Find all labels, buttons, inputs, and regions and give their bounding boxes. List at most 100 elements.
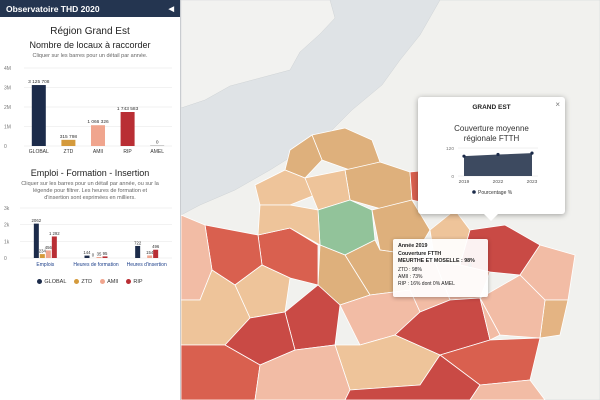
y-tick-label: 3k bbox=[4, 206, 10, 212]
bar-amii[interactable] bbox=[147, 254, 153, 258]
y-tick-label: 1M bbox=[4, 124, 11, 130]
legend-dot-icon bbox=[74, 278, 80, 284]
tooltip-detail-3: RIP : 16% dont 0% AMEL bbox=[398, 280, 455, 287]
tooltip-year: Année 2019 bbox=[398, 243, 428, 249]
legend-item-amii[interactable]: AMII bbox=[100, 279, 118, 285]
emploi-hint-line-2: légende pour filtrer. Les heures de form… bbox=[32, 187, 148, 194]
legend-item-rip[interactable]: RIP bbox=[126, 278, 143, 285]
tooltip-line-2: MEURTHE ET MOSELLE : 98% bbox=[398, 258, 475, 265]
bar-value-label: 0 bbox=[156, 139, 159, 145]
legend-dot-icon bbox=[126, 278, 132, 284]
bar-rip[interactable] bbox=[153, 249, 159, 258]
bar-value-label: 0 bbox=[92, 252, 95, 257]
bar-rip[interactable] bbox=[51, 235, 57, 258]
y-tick-label: 1k bbox=[4, 239, 10, 245]
bar-amii[interactable] bbox=[91, 125, 105, 146]
y-tick-label: 0 bbox=[4, 144, 7, 150]
emploi-hint-line-1: Cliquer sur les barres pour un détail pa… bbox=[21, 180, 159, 187]
bar-amii[interactable] bbox=[96, 256, 102, 258]
coverage-legend-label: Pourcentage % bbox=[478, 190, 513, 196]
bar-value-label: 35 bbox=[97, 251, 102, 256]
bar-value-label: 154 bbox=[146, 249, 154, 254]
emploi-hint-line-3: d'insertion sont exprimées en milliers. bbox=[44, 194, 136, 201]
x-category-label: Heures de formation bbox=[73, 262, 119, 268]
region-popup: × GRAND EST Couverture moyenne régionale… bbox=[418, 97, 565, 221]
legend-item-ztd[interactable]: ZTD bbox=[74, 279, 92, 285]
bar-value-label: 1 292 bbox=[49, 230, 60, 235]
bar-global[interactable] bbox=[31, 84, 46, 146]
triangle-left-icon[interactable]: ◀ bbox=[168, 5, 174, 13]
bar-global[interactable] bbox=[135, 245, 141, 258]
y-tick-label: 120 bbox=[446, 146, 454, 152]
department-tooltip: Année 2019 Couverture FTTH MEURTHE ET MO… bbox=[393, 239, 488, 297]
map-land-england bbox=[180, 0, 336, 109]
region-popup-subtitle: Couverture moyenne régionale FTTH bbox=[418, 124, 565, 144]
app-title: Observatoire THD 2020 bbox=[6, 3, 100, 14]
bar-ztd[interactable] bbox=[61, 139, 76, 146]
dept-haute-saone[interactable] bbox=[479, 297, 501, 341]
bar-value-label: 144 bbox=[83, 250, 91, 255]
tooltip-detail-1: ZTD : 98% bbox=[398, 267, 422, 274]
y-tick-label: 2M bbox=[4, 105, 11, 111]
x-category-label: GLOBAL bbox=[29, 149, 49, 155]
region-title: Région Grand Est bbox=[50, 26, 130, 37]
x-tick-label: 2019 bbox=[459, 179, 470, 185]
x-category-label: Emplois bbox=[36, 262, 54, 268]
bar-value-label: 496 bbox=[152, 244, 160, 249]
bar-rip[interactable] bbox=[120, 111, 135, 146]
map-departments[interactable] bbox=[180, 127, 576, 400]
legend-label: GLOBAL bbox=[44, 278, 67, 285]
bar-amel[interactable] bbox=[150, 145, 165, 146]
bar-value-label: 456 bbox=[45, 244, 53, 249]
legend-label: AMII bbox=[107, 278, 119, 285]
tooltip-line-1: Couverture FTTH bbox=[398, 251, 442, 258]
region-popup-subtitle-line-2: régionale FTTH bbox=[463, 134, 520, 143]
x-category-label: AMII bbox=[93, 149, 103, 155]
bar-value-label: 234 bbox=[39, 248, 47, 253]
locaux-title: Nombre de locaux à raccorder bbox=[29, 40, 151, 50]
coverage-point bbox=[530, 151, 534, 155]
bar-value-label: 315 798 bbox=[60, 134, 78, 140]
bar-value-label: 3 125 708 bbox=[28, 79, 50, 85]
x-category-label: ZTD bbox=[64, 149, 74, 155]
bar-ztd[interactable] bbox=[39, 253, 45, 258]
close-icon[interactable]: × bbox=[555, 100, 560, 109]
dept-pas-de-calais[interactable] bbox=[284, 134, 323, 179]
legend-label: RIP bbox=[133, 278, 143, 285]
y-tick-label: 0 bbox=[4, 256, 7, 262]
emploi-legend: GLOBAL ZTD AMII RIP bbox=[0, 279, 180, 285]
x-category-label: Heures d'insertion bbox=[127, 262, 167, 268]
coverage-area bbox=[464, 153, 532, 176]
region-popup-subtitle-line-1: Couverture moyenne bbox=[454, 124, 529, 133]
locaux-bar-chart[interactable]: 4M 3M 2M 1M 0 3 125 708 GLOBAL 315 798 ZTD 1 066 … bbox=[0, 60, 181, 164]
coverage-area-chart[interactable]: 120 0 2019 2022 2023 Pourcentage % bbox=[418, 144, 565, 204]
legend-dot-icon bbox=[472, 190, 476, 194]
bar-value-label: 722 bbox=[134, 240, 142, 245]
x-category-label: RIP bbox=[123, 149, 132, 155]
side-panel: Observatoire THD 2020 ◀ Région Grand Est… bbox=[0, 0, 181, 400]
legend-item-global[interactable]: GLOBAL bbox=[37, 279, 66, 285]
panel-header: Observatoire THD 2020 ◀ bbox=[0, 0, 180, 17]
bar-global[interactable] bbox=[33, 223, 39, 258]
bar-value-label: 1 066 326 bbox=[87, 119, 109, 125]
coverage-point bbox=[462, 154, 466, 158]
x-tick-label: 2022 bbox=[493, 179, 504, 185]
y-tick-label: 3M bbox=[4, 85, 11, 91]
coverage-point bbox=[496, 152, 500, 157]
bar-value-label: 95 bbox=[103, 250, 108, 255]
bar-global[interactable] bbox=[84, 255, 90, 258]
bar-value-label: 2062 bbox=[32, 218, 42, 223]
y-tick-label: 2k bbox=[4, 222, 10, 228]
bar-value-label: 1 743 583 bbox=[117, 106, 139, 112]
tooltip-detail-2: AMII : 73% bbox=[398, 274, 423, 281]
y-tick-label: 0 bbox=[451, 174, 454, 180]
emploi-hint: Cliquer sur les barres pour un détail pa… bbox=[10, 181, 170, 202]
bar-rip[interactable] bbox=[102, 255, 108, 258]
bar-amii[interactable] bbox=[45, 249, 51, 258]
dept-jura[interactable] bbox=[469, 379, 546, 400]
x-tick-label: 2023 bbox=[527, 179, 538, 185]
legend-dot-icon bbox=[37, 278, 43, 284]
locaux-hint: Cliquer sur les barres pour un détail pa… bbox=[32, 53, 148, 59]
x-category-label: AMEL bbox=[150, 149, 164, 155]
